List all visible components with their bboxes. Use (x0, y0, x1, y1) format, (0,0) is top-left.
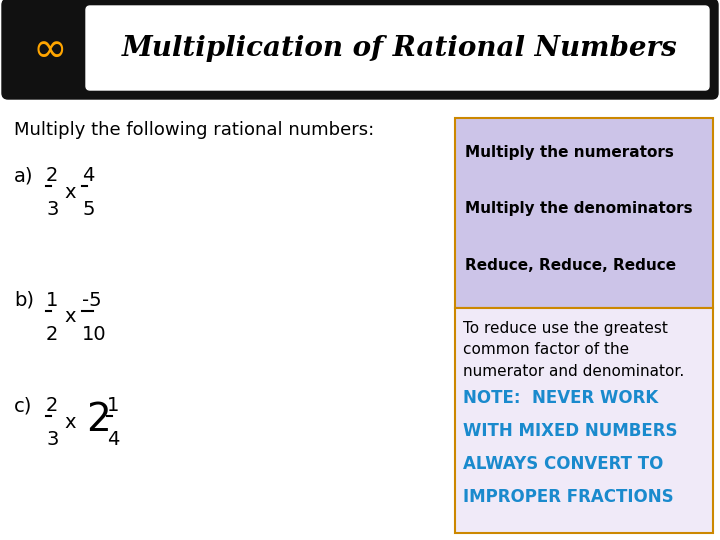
Text: Multiply the denominators: Multiply the denominators (465, 200, 693, 215)
Text: 5: 5 (82, 200, 94, 219)
Text: WITH MIXED NUMBERS: WITH MIXED NUMBERS (463, 422, 678, 440)
Text: ALWAYS CONVERT TO: ALWAYS CONVERT TO (463, 455, 663, 473)
Text: 1: 1 (46, 291, 58, 310)
Text: 1: 1 (107, 396, 120, 415)
Text: 2: 2 (46, 396, 58, 415)
Text: 2: 2 (46, 166, 58, 185)
Text: a): a) (14, 166, 34, 185)
Text: numerator and denominator.: numerator and denominator. (463, 364, 684, 380)
Text: 3: 3 (46, 430, 58, 449)
Text: Multiply the numerators: Multiply the numerators (465, 145, 674, 160)
Text: 2: 2 (46, 325, 58, 343)
Text: 3: 3 (46, 200, 58, 219)
FancyBboxPatch shape (455, 308, 713, 533)
Text: $\infty$: $\infty$ (32, 28, 64, 70)
FancyBboxPatch shape (86, 6, 709, 90)
Text: x: x (64, 413, 76, 431)
Text: x: x (64, 183, 76, 201)
Text: 2: 2 (86, 401, 111, 439)
Text: common factor of the: common factor of the (463, 342, 629, 357)
Text: 4: 4 (82, 166, 94, 185)
Text: Multiply the following rational numbers:: Multiply the following rational numbers: (14, 121, 374, 139)
FancyBboxPatch shape (455, 118, 713, 308)
Text: 4: 4 (107, 430, 120, 449)
Text: b): b) (14, 291, 34, 310)
Text: c): c) (14, 396, 32, 415)
Text: Multiplication of Rational Numbers: Multiplication of Rational Numbers (122, 36, 678, 63)
FancyBboxPatch shape (2, 0, 718, 99)
Text: To reduce use the greatest: To reduce use the greatest (463, 321, 668, 335)
Text: Reduce, Reduce, Reduce: Reduce, Reduce, Reduce (465, 259, 676, 273)
Text: NOTE:  NEVER WORK: NOTE: NEVER WORK (463, 389, 658, 407)
Text: x: x (64, 307, 76, 327)
Text: IMPROPER FRACTIONS: IMPROPER FRACTIONS (463, 488, 674, 506)
Text: 10: 10 (82, 325, 107, 343)
Text: -5: -5 (82, 291, 102, 310)
